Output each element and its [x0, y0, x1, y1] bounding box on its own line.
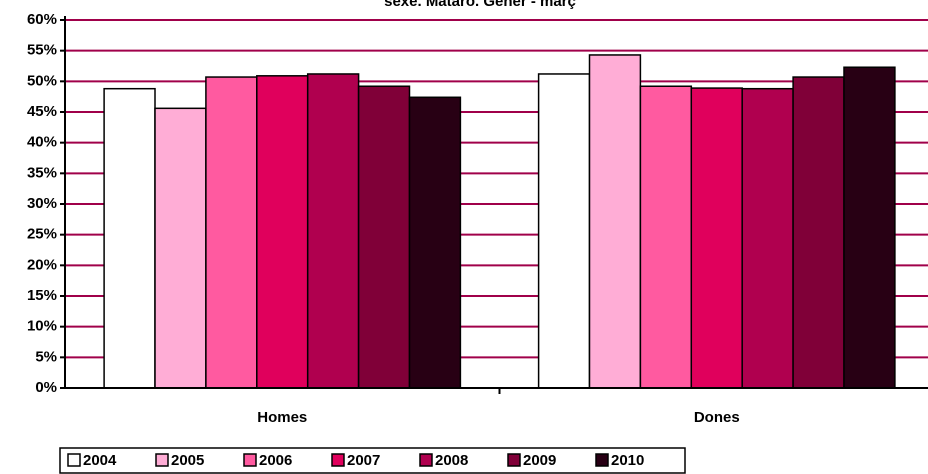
- legend-label: 2004: [83, 452, 117, 469]
- legend-swatch: [155, 453, 169, 467]
- y-tick-label: 40%: [27, 134, 57, 151]
- x-tick-label: Dones: [694, 409, 740, 426]
- y-tick-label: 10%: [27, 318, 57, 335]
- y-tick-label: 15%: [27, 287, 57, 304]
- bar: [154, 107, 207, 389]
- y-tick-label: 25%: [27, 226, 57, 243]
- legend-swatch: [67, 453, 81, 467]
- y-tick-label: 20%: [27, 256, 57, 273]
- y-tick-label: 0%: [35, 379, 57, 396]
- bar: [639, 85, 693, 389]
- y-tick-label: 5%: [35, 348, 57, 365]
- legend-label: 2008: [435, 452, 468, 469]
- bar: [357, 85, 411, 389]
- y-tick-label: 55%: [27, 42, 57, 59]
- bar: [588, 54, 642, 389]
- legend-swatch: [507, 453, 521, 467]
- bar: [103, 87, 156, 389]
- bar: [408, 96, 462, 389]
- bar: [256, 75, 309, 389]
- y-tick-label: 50%: [27, 72, 57, 89]
- legend-label: 2010: [611, 452, 644, 469]
- legend-label: 2005: [171, 452, 204, 469]
- bar: [537, 73, 591, 389]
- legend-label: 2006: [259, 452, 292, 469]
- bar: [690, 87, 743, 389]
- y-tick-label: 35%: [27, 164, 57, 181]
- legend-label: 2007: [347, 452, 380, 469]
- bar: [792, 76, 845, 389]
- legend-swatch: [243, 453, 257, 467]
- y-tick-label: 30%: [27, 195, 57, 212]
- bar: [306, 73, 360, 389]
- legend-swatch: [419, 453, 433, 467]
- legend-swatch: [595, 453, 609, 467]
- chart-title: sexe. Mataró. Gener - març: [384, 0, 576, 10]
- bar: [205, 76, 258, 389]
- y-tick-label: 45%: [27, 103, 57, 120]
- bar: [843, 66, 896, 389]
- bar: [741, 87, 794, 389]
- y-tick-label: 60%: [27, 11, 57, 28]
- legend-swatch: [331, 453, 345, 467]
- legend-label: 2009: [523, 452, 556, 469]
- x-tick-label: Homes: [257, 409, 307, 426]
